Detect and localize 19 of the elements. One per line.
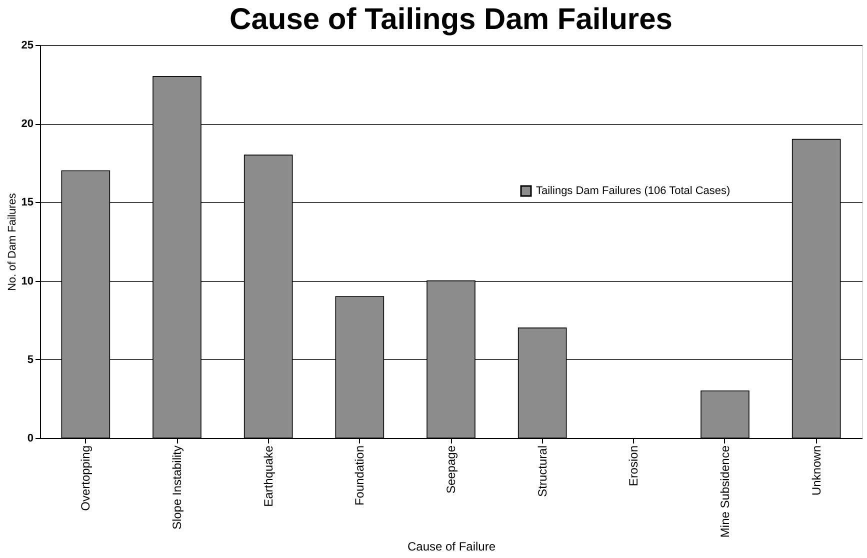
y-axis-title: No. of Dam Failures <box>6 192 18 291</box>
x-tick-label: Slope Instability <box>170 446 184 530</box>
y-tick-label: 15 <box>21 196 34 209</box>
x-tick-label: Unknown <box>809 446 824 496</box>
x-tick-label: Structural <box>535 446 550 497</box>
x-tick-label: Mine Subsidence <box>718 445 732 538</box>
x-axis-title: Cause of Failure <box>407 540 496 554</box>
x-tick-label: Earthquake <box>261 445 276 507</box>
chart-title: Cause of Tailings Dam Failures <box>230 3 672 36</box>
y-tick-label: 25 <box>21 40 34 52</box>
y-tick-label: 5 <box>27 354 34 366</box>
y-tick-label: 10 <box>21 275 34 288</box>
y-tick-label: 20 <box>21 118 34 130</box>
x-tick-label: Seepage <box>444 445 458 494</box>
legend-label: Tailings Dam Failures (106 Total Cases) <box>536 185 730 197</box>
x-tick-label: Erosion <box>626 446 641 486</box>
y-tick-label: 0 <box>27 432 34 444</box>
x-tick-label: Overtopping <box>78 446 93 511</box>
x-tick-label: Foundation <box>352 446 367 506</box>
